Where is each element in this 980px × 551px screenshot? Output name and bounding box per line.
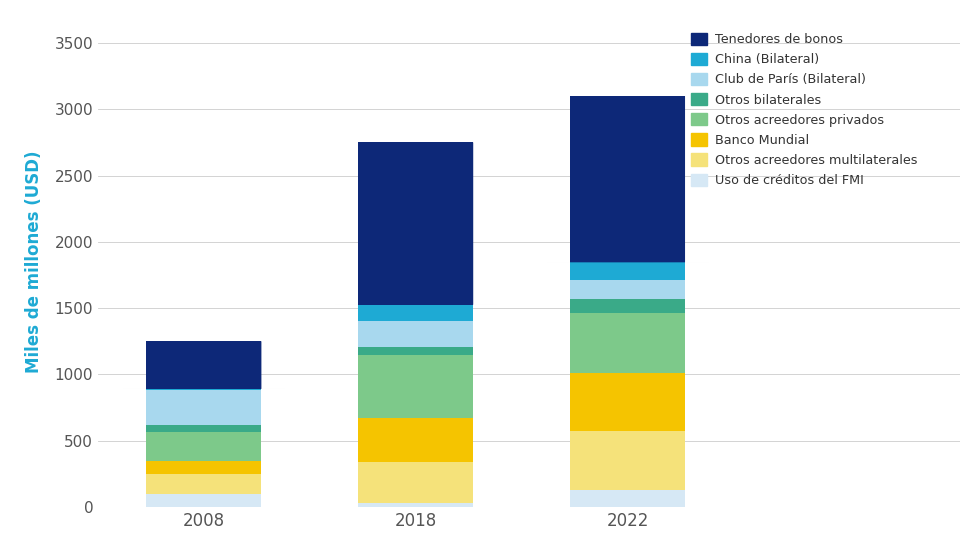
Bar <box>146 341 262 389</box>
Bar <box>146 494 262 507</box>
Bar <box>570 373 685 431</box>
Bar <box>146 474 262 494</box>
Bar <box>570 431 685 490</box>
Bar <box>359 143 473 305</box>
Bar <box>359 354 473 418</box>
FancyBboxPatch shape <box>547 96 708 262</box>
Bar <box>359 305 473 321</box>
Bar <box>146 390 262 425</box>
Bar <box>570 96 685 262</box>
Legend: Tenedores de bonos, China (Bilateral), Club de París (Bilateral), Otros bilatera: Tenedores de bonos, China (Bilateral), C… <box>691 33 917 187</box>
Y-axis label: Miles de millones (USD): Miles de millones (USD) <box>25 150 43 373</box>
Bar <box>359 418 473 462</box>
Bar <box>570 262 685 279</box>
Bar <box>359 321 473 347</box>
Bar <box>146 461 262 474</box>
FancyBboxPatch shape <box>123 341 284 389</box>
Bar <box>570 490 685 507</box>
Bar <box>570 313 685 373</box>
Bar <box>570 279 685 300</box>
Bar <box>146 432 262 461</box>
Bar <box>146 389 262 390</box>
Bar <box>359 503 473 507</box>
FancyBboxPatch shape <box>335 143 496 305</box>
Bar <box>146 425 262 432</box>
Bar <box>359 347 473 354</box>
Bar <box>359 462 473 503</box>
Bar <box>570 300 685 313</box>
